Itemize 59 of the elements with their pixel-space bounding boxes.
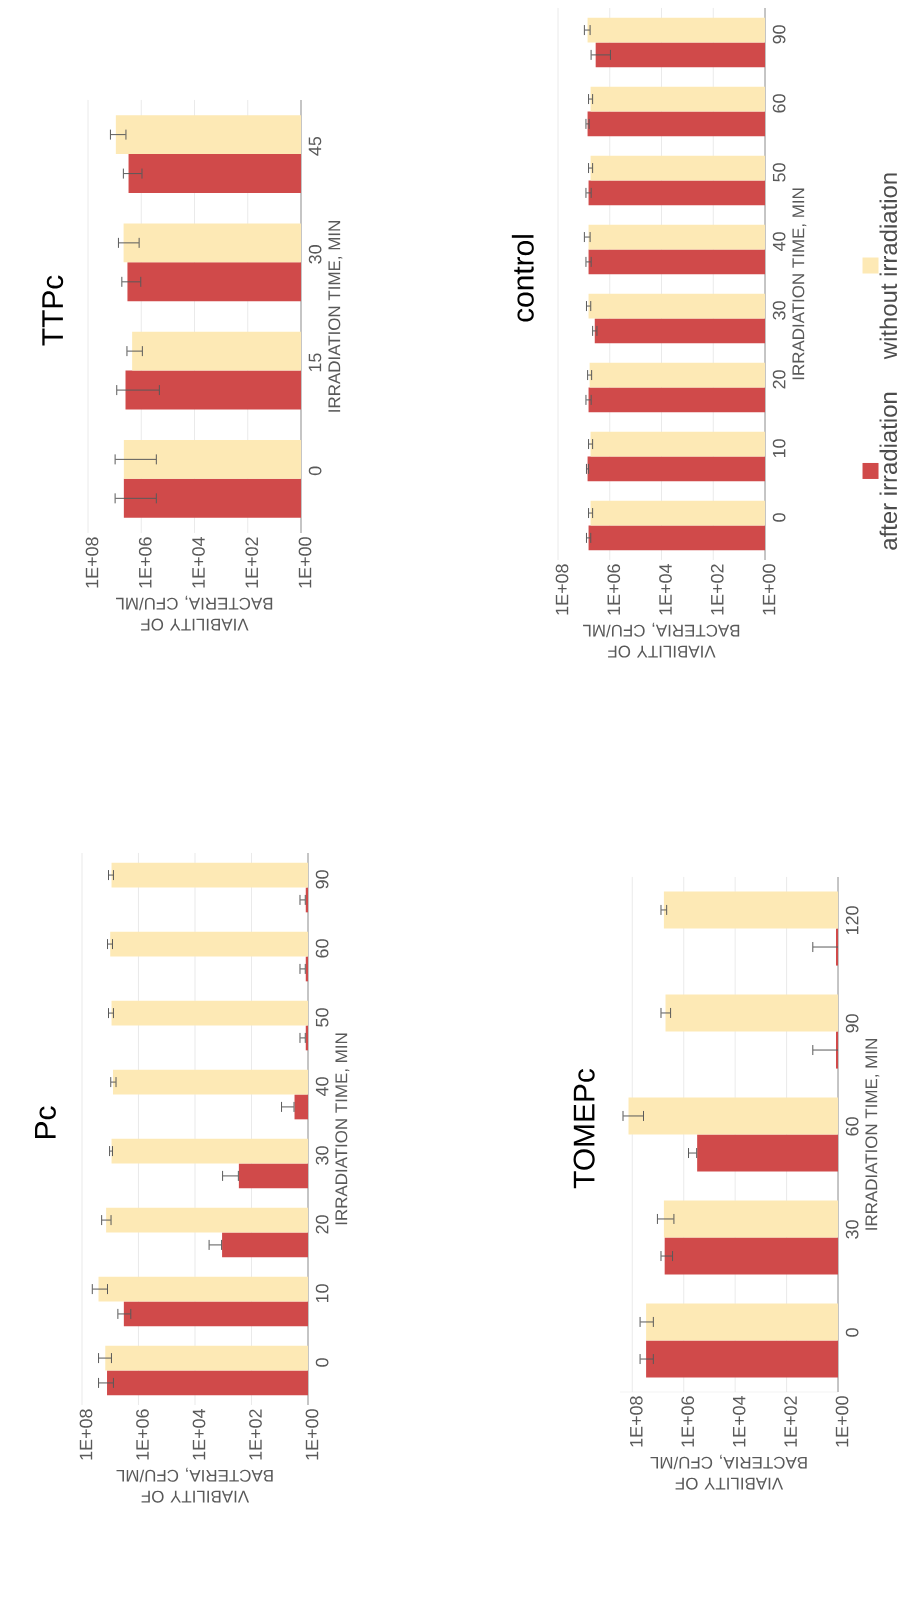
x-tick-label: 1E+04 [659,564,672,615]
y-tick-label: 90 [772,25,786,44]
x-tick-label: 1E+08 [79,1409,93,1460]
x-tick-label: 1E+00 [835,1396,849,1447]
x-tick-label: 1E+06 [138,537,152,588]
y-tick-label: 30 [772,301,786,320]
x-tick-label: 1E+02 [245,537,259,588]
x-tick-label: 1E+02 [249,1409,262,1460]
y-tick-label: 60 [772,94,786,113]
x-tick-label: 1E+06 [681,1396,695,1447]
text: TOMEPc [573,1068,595,1189]
text: control [511,235,534,322]
y-tick-label: 0 [772,513,786,522]
legend-label: without irradiation [879,173,898,360]
y-tick-label: 60 [845,1117,859,1136]
x-tick-label: 1E+04 [732,1396,746,1447]
x-tick-label: 1E+08 [85,537,99,588]
y-tick-label: 40 [772,232,786,252]
x-tick-label: 1E+06 [136,1409,149,1460]
x-axis-title: VIABILITY OF BACTERIA, CFU/ML [583,622,740,658]
y-axis-title: IRRADIATION TIME, MIN [792,188,807,380]
y-tick-label: 120 [845,906,859,935]
y-tick-label: 0 [308,466,322,476]
y-tick-label: 20 [315,1215,329,1234]
y-tick-label: 90 [315,870,329,889]
y-tick-label: 30 [308,245,322,264]
y-tick-label: 10 [315,1284,329,1303]
y-axis-title: IRRADIATION TIME, MIN [865,1039,880,1230]
x-tick-label: 1E+04 [192,1409,206,1460]
x-tick-label: 1E+08 [555,564,569,615]
y-axis-title: IRRADIATION TIME, MIN [335,1033,350,1225]
text: Pc [35,1106,56,1139]
y-tick-label: 50 [315,1008,329,1027]
x-axis-title: VIABILITY OF BACTERIA, CFU/ML [116,1467,273,1503]
y-tick-label: 60 [315,939,329,958]
y-tick-label: 10 [772,439,786,458]
x-tick-label: 1E+08 [629,1396,643,1447]
x-tick-label: 1E+06 [607,564,621,615]
x-tick-label: 1E+00 [305,1409,319,1460]
x-tick-label: 1E+02 [784,1396,797,1447]
x-axis-title: VIABILITY OF BACTERIA, CFU/ML [650,1454,807,1490]
y-tick-label: 50 [772,163,786,182]
y-tick-label: 20 [772,370,786,389]
y-tick-label: 45 [308,136,322,156]
y-tick-label: 40 [315,1077,329,1097]
x-tick-label: 1E+00 [762,564,776,615]
x-axis-title: VIABILITY OF BACTERIA, CFU/ML [116,595,273,631]
x-tick-label: 1E+04 [192,537,205,588]
y-tick-label: 90 [845,1014,859,1033]
y-tick-label: 0 [845,1328,859,1337]
x-tick-label: 1E+02 [710,564,724,615]
y-tick-label: 0 [315,1358,329,1367]
x-tick-label: 1E+00 [298,537,312,588]
y-axis-title: IRRADIATION TIME, MIN [328,221,343,412]
y-tick-label: 15 [308,353,322,372]
y-tick-label: 30 [845,1220,859,1239]
legend-label: after irradiation [879,392,898,550]
y-tick-label: 30 [315,1146,329,1165]
text: TTPc [42,275,64,346]
